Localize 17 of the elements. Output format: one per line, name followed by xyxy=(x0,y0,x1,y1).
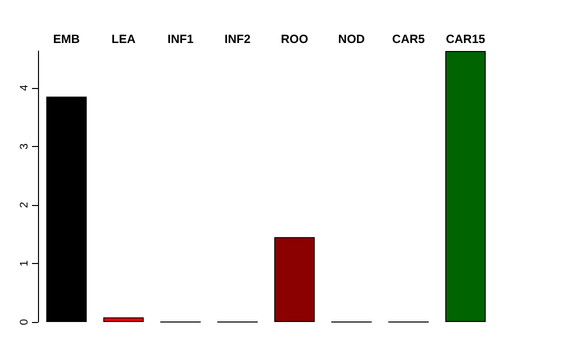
y-tick-label: 3 xyxy=(18,143,30,150)
y-tick-label: 2 xyxy=(18,202,30,208)
x-tick-label: INF1 xyxy=(167,32,194,46)
x-tick-label: CAR15 xyxy=(446,32,486,46)
bar xyxy=(445,51,486,322)
x-tick-label: EMB xyxy=(53,32,80,46)
y-tick-label: 0 xyxy=(18,318,30,326)
bar xyxy=(274,237,315,322)
x-tick-label: ROO xyxy=(280,32,308,46)
x-tick-label: NOD xyxy=(338,32,366,46)
x-tick-label: CAR5 xyxy=(392,32,426,46)
y-tick-label: 1 xyxy=(18,260,30,267)
bar xyxy=(103,317,144,322)
x-tick-label: INF2 xyxy=(224,32,251,46)
bar xyxy=(46,96,87,322)
y-tick-label: 4 xyxy=(18,84,30,91)
x-tick-label: LEA xyxy=(112,32,136,46)
